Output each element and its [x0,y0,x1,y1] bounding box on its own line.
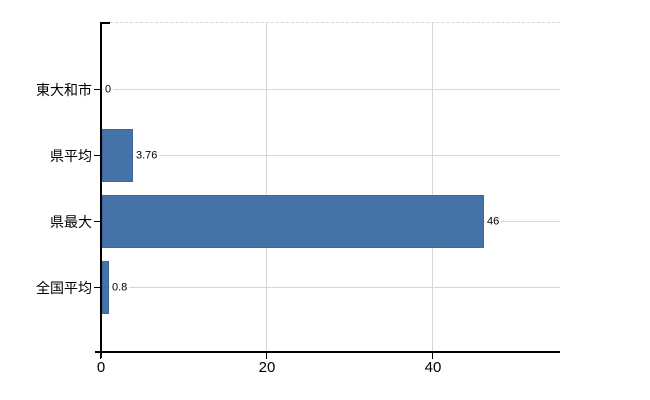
x-tick-label: 40 [424,359,442,376]
y-axis-tick [94,221,101,222]
y-axis-tick [94,155,101,156]
x-axis-line [95,351,560,353]
bar [102,195,484,248]
bar [102,129,133,182]
bar [102,261,109,314]
x-axis-tick [100,353,101,359]
plot-top-dashed-border [110,22,560,23]
x-axis-tick [432,353,433,359]
category-label: 東大和市 [36,82,92,98]
x-tick-label: 0 [96,359,106,376]
value-label: 46 [485,215,502,229]
value-label: 3.76 [134,149,160,163]
horizontal-gridline [102,287,560,288]
y-axis-tick [94,89,101,90]
category-label: 全国平均 [36,280,92,296]
x-tick-label: 20 [258,359,276,376]
y-axis-tick [94,287,101,288]
vertical-gridline [266,23,267,351]
value-label: 0 [103,83,114,97]
value-label: 0.8 [110,281,130,295]
x-axis-tick [266,353,267,359]
horizontal-gridline [102,155,560,156]
y-axis-top-tick [100,22,110,24]
y-axis-line [100,22,102,358]
category-label: 県平均 [50,148,92,164]
vertical-gridline [432,23,433,351]
horizontal-gridline [102,89,560,90]
category-label: 県最大 [50,214,92,230]
